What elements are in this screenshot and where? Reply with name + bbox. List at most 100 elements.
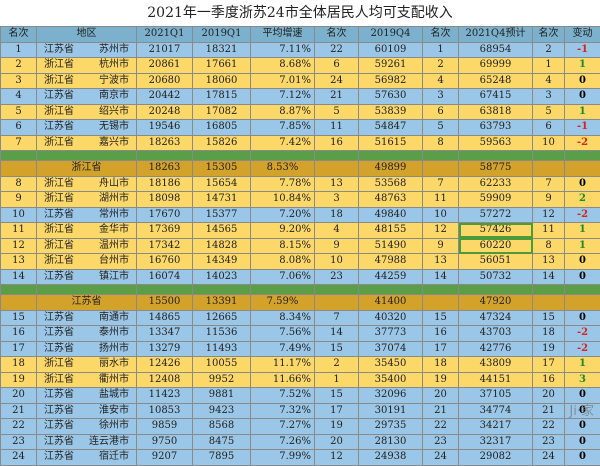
- q1-2021-cell: 20680: [137, 73, 193, 89]
- q1-2019-cell: 9881: [193, 388, 251, 404]
- rank-cell: 9: [1, 192, 37, 208]
- city-name: 嘉兴市: [99, 136, 129, 150]
- rank3-cell: 18: [423, 357, 459, 373]
- rank4-cell: 3: [533, 89, 565, 105]
- q4-2021-cell: 29082: [459, 450, 533, 466]
- q4-2019-cell: 59261: [359, 58, 423, 74]
- rank2-cell: [315, 295, 359, 311]
- rank3-cell: 12: [423, 223, 459, 239]
- region-label: 浙江省温州市: [40, 239, 133, 253]
- region-label: 浙江省台州市: [40, 254, 133, 268]
- city-name: 金华市: [99, 223, 129, 237]
- city-name: 南通市: [99, 311, 129, 325]
- region-label: 江苏省泰州市: [40, 326, 133, 340]
- change-cell: -1: [565, 42, 600, 58]
- rank-cell: 1: [1, 42, 37, 58]
- q4-2019-cell: 35450: [359, 357, 423, 373]
- rank-cell: 7: [1, 135, 37, 151]
- region-cell: 江苏省扬州市: [37, 341, 137, 357]
- growth-cell: 11.66%: [251, 372, 315, 388]
- province-name: 浙江省: [44, 223, 74, 237]
- q1-2019-cell: 10055: [193, 357, 251, 373]
- province-name: 江苏省: [44, 43, 74, 57]
- q4-2019-cell: 48155: [359, 223, 423, 239]
- q4-2021-cell: 63818: [459, 104, 533, 120]
- rank3-cell: 5: [423, 120, 459, 136]
- region-cell: 浙江省台州市: [37, 254, 137, 270]
- rank-cell: 11: [1, 223, 37, 239]
- q1-2019-cell: 11536: [193, 326, 251, 342]
- rank2-cell: 12: [315, 450, 359, 466]
- q1-2019-cell: 8568: [193, 419, 251, 435]
- rank4-cell: 22: [533, 419, 565, 435]
- province-name: 浙江省: [44, 58, 74, 72]
- q4-2021-cell: 65248: [459, 73, 533, 89]
- table-header-row: 名次 地区 2021Q1 2019Q1 平均增速 名次 2019Q4 名次 20…: [1, 27, 600, 43]
- rank-cell: 19: [1, 372, 37, 388]
- q1-2019-cell: 12665: [193, 310, 251, 326]
- province-label: 浙江省: [37, 161, 137, 177]
- change-cell: 1: [565, 238, 600, 254]
- rank-cell: 6: [1, 120, 37, 136]
- q4-2019-cell: 24938: [359, 450, 423, 466]
- separator-cell: [565, 151, 600, 161]
- growth-cell: 7.20%: [251, 207, 315, 223]
- region-cell: 浙江省杭州市: [37, 58, 137, 74]
- q1-2019-cell: 8475: [193, 434, 251, 450]
- province-name: 江苏省: [44, 208, 74, 222]
- separator-cell: [533, 151, 565, 161]
- growth-cell: 7.12%: [251, 89, 315, 105]
- rank3-cell: 3: [423, 89, 459, 105]
- q4-2019-cell: 51490: [359, 238, 423, 254]
- separator-cell: [423, 151, 459, 161]
- q1-2021-cell: 19546: [137, 120, 193, 136]
- rank2-cell: 17: [315, 403, 359, 419]
- rank4-cell: 19: [533, 341, 565, 357]
- q1-2021-cell: 17369: [137, 223, 193, 239]
- separator-cell: [193, 151, 251, 161]
- province-name: 江苏省: [44, 450, 74, 464]
- province-name: 浙江省: [44, 136, 74, 150]
- province-name: 江苏省: [44, 388, 74, 402]
- q1-2021-cell: 17342: [137, 238, 193, 254]
- rank2-cell: 19: [315, 419, 359, 435]
- growth-cell: 7.99%: [251, 450, 315, 466]
- q1-2019-cell: 17815: [193, 89, 251, 105]
- change-cell: 1: [565, 357, 600, 373]
- rank3-cell: [423, 295, 459, 311]
- q4-2019-cell: 60109: [359, 42, 423, 58]
- rank-cell: 5: [1, 104, 37, 120]
- q1-2019-cell: 18321: [193, 42, 251, 58]
- rank4-cell: 18: [533, 326, 565, 342]
- separator-cell: [137, 285, 193, 295]
- change-cell: 0: [565, 310, 600, 326]
- q1-2021-cell: 17670: [137, 207, 193, 223]
- q1-2021-cell: 12426: [137, 357, 193, 373]
- rank3-cell: 24: [423, 450, 459, 466]
- region-cell: 江苏省徐州市: [37, 419, 137, 435]
- rank2-cell: 15: [315, 388, 359, 404]
- change-cell: [565, 161, 600, 177]
- q4-2021-cell: 67415: [459, 89, 533, 105]
- separator-cell: [459, 285, 533, 295]
- q1-2021-cell: 14865: [137, 310, 193, 326]
- region-label: 江苏省南京市: [40, 89, 133, 103]
- q1-2021-cell: 18263: [137, 135, 193, 151]
- q1-2019-cell: 14565: [193, 223, 251, 239]
- province-label: 江苏省: [37, 295, 137, 311]
- rank2-cell: 23: [315, 269, 359, 285]
- q4-2019-cell: 29735: [359, 419, 423, 435]
- province-name: 江苏省: [44, 404, 74, 418]
- growth-cell: 7.06%: [251, 269, 315, 285]
- province-name: 浙江省: [44, 239, 74, 253]
- region-label: 江苏省连云港市: [40, 435, 133, 449]
- q4-2019-cell: 51615: [359, 135, 423, 151]
